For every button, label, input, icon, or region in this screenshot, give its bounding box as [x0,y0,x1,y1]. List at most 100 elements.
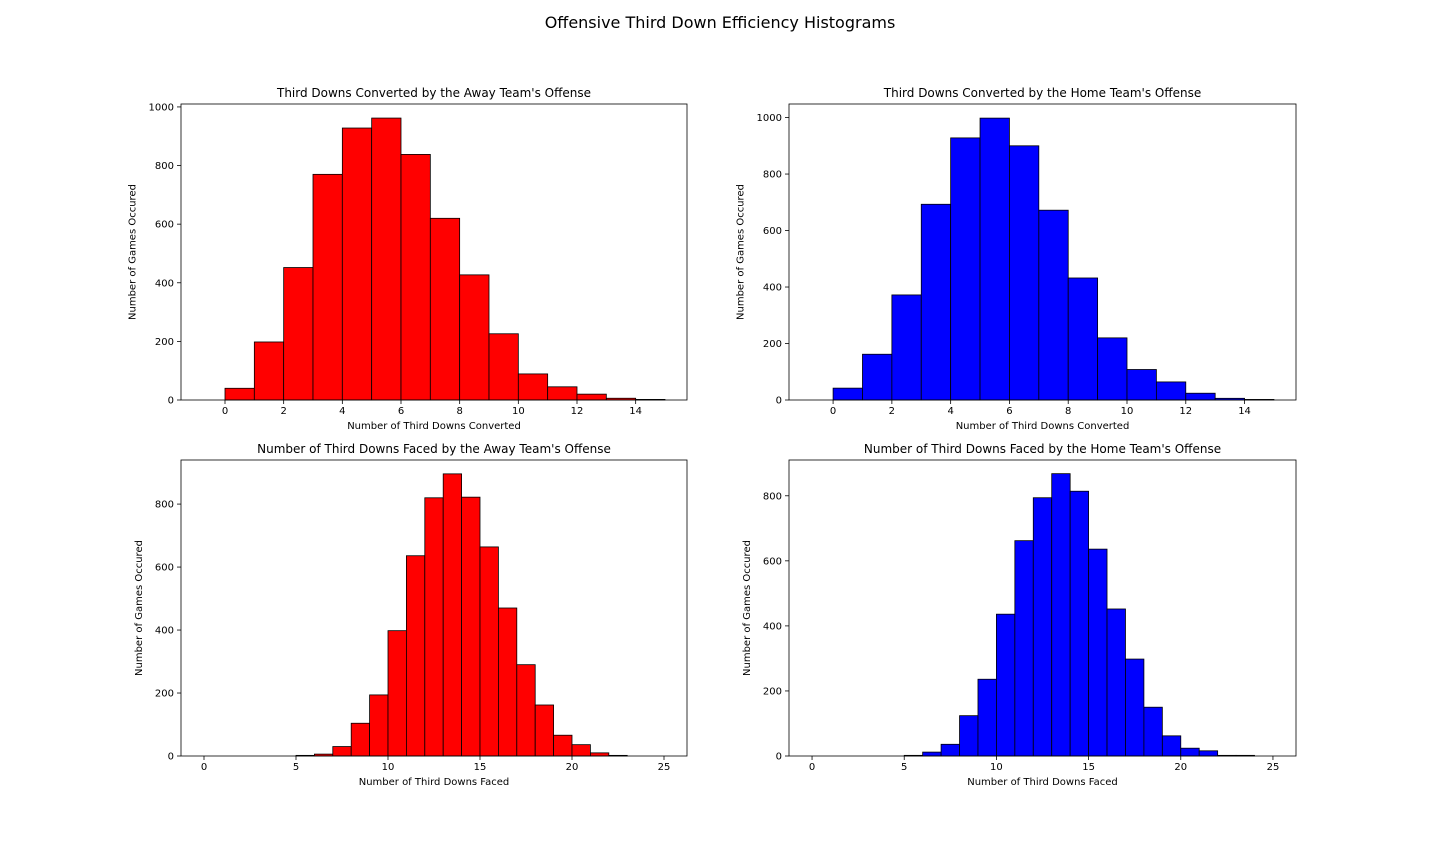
x-tick-label: 25 [1267,762,1280,773]
histogram-bar [461,496,481,757]
chart-panel-4: 0 5 10 15 20 25 0 200 400 600 800 Number of Third D… [742,442,1297,788]
histogram-bar [547,386,578,401]
histogram-bar [922,751,942,757]
y-tick-label: 0 [168,752,174,763]
y-tick-label: 200 [763,339,782,350]
histogram-bar [1185,392,1216,401]
x-axis-label: Number of Third Downs Converted [347,421,521,432]
histogram-bar [1097,337,1128,401]
x-tick-label: 10 [1121,406,1134,417]
histogram-bar [371,117,402,401]
x-tick-label: 2 [280,406,286,417]
y-tick-label: 1000 [757,113,782,124]
x-tick-label: 5 [901,762,907,773]
chart-title: Number of Third Downs Faced by the Away … [257,442,611,456]
x-tick-label: 6 [398,406,404,417]
y-tick-label: 800 [763,170,782,181]
y-tick-label: 800 [155,161,174,172]
y-tick-label: 200 [155,689,174,700]
x-tick-label: 25 [658,762,671,773]
x-tick-label: 20 [566,762,579,773]
x-tick-label: 14 [629,406,642,417]
y-tick-label: 0 [776,752,782,763]
chart-title: Number of Third Downs Faced by the Home … [864,442,1221,456]
histogram-bar [517,373,549,401]
histogram-bar [369,694,389,757]
y-tick-label: 1000 [149,102,174,113]
histogram-bar [283,267,314,401]
x-tick-label: 6 [1006,406,1012,417]
chart-title: Third Downs Converted by the Away Team's… [276,86,591,100]
histogram-bar [977,678,997,757]
histogram-bar [424,497,444,757]
histogram-bar [479,546,499,757]
y-axis-label: Number of Games Occured [735,184,746,320]
x-tick-label: 0 [830,406,836,417]
histogram-bar [1014,540,1034,757]
axes-frame [180,103,688,401]
histogram-bar [405,555,426,757]
x-tick-label: 5 [293,762,299,773]
histogram-bar [497,607,518,757]
histogram-bar [1032,497,1053,757]
histogram-bar [862,353,893,401]
histogram-bar [1126,369,1157,401]
histogram-bar [1067,277,1099,401]
chart-panel-1: 0 2 4 6 8 10 12 14 0 200 400 600 800 1000 Third Downs … [127,86,688,432]
x-axis-label: Number of Third Downs Faced [967,777,1118,788]
histogram-bar [1155,381,1187,401]
histogram-bar [516,664,536,757]
histogram-bar [1051,473,1071,757]
x-tick-label: 20 [1174,762,1187,773]
x-tick-label: 10 [990,762,1003,773]
histogram-bar [1069,490,1089,757]
histogram-bar [891,294,922,401]
axes-frame [788,103,1297,401]
histogram-bar [442,473,463,757]
y-tick-label: 0 [168,396,174,407]
y-tick-label: 600 [763,556,782,567]
histogram-bar [1106,608,1126,757]
histogram-bar [312,173,343,401]
histogram-bar [832,387,863,401]
histogram-bar [1198,750,1219,757]
y-axis-label: Number of Games Occured [127,184,138,320]
histogram-bar [553,734,573,757]
histogram-bar [950,137,981,401]
chart-title: Third Downs Converted by the Home Team's… [883,86,1201,100]
histogram-bar [1088,548,1108,757]
histogram-bar [996,613,1016,757]
y-tick-label: 600 [155,563,174,574]
y-axis-label: Number of Games Occured [742,540,753,676]
y-tick-label: 800 [763,491,782,502]
axes-frame [180,459,688,757]
histogram-bar [224,387,255,401]
histogram-bar [590,752,610,757]
x-tick-label: 15 [1082,762,1095,773]
y-axis-label: Number of Games Occured [134,540,145,676]
histogram-bar [1161,735,1182,757]
y-tick-label: 400 [155,626,174,637]
figure-title: Offensive Third Down Efficiency Histogra… [544,13,896,32]
x-tick-label: 8 [1065,406,1071,417]
histogram-bar [253,341,285,401]
histogram-bar [1038,209,1069,401]
histogram-bar [350,722,371,757]
x-tick-label: 8 [456,406,462,417]
x-tick-label: 0 [222,406,228,417]
histogram-bar [1143,706,1163,757]
histogram-bar [979,117,1010,401]
x-tick-label: 4 [339,406,345,417]
histogram-bar [332,746,352,757]
histogram-bar [429,217,461,401]
histogram-bar [341,127,373,401]
y-tick-label: 600 [155,220,174,231]
histogram-bar [959,715,979,757]
x-tick-label: 14 [1238,406,1251,417]
histogram-bar [534,704,555,757]
x-tick-label: 12 [1179,406,1192,417]
x-tick-label: 10 [512,406,525,417]
histogram-bar [940,743,960,757]
x-tick-label: 15 [474,762,487,773]
